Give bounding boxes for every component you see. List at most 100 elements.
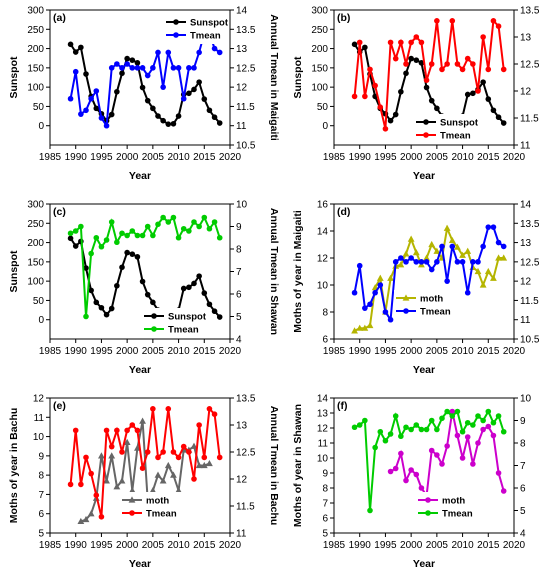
plot-frame: [333, 9, 515, 146]
data-point: [387, 431, 394, 437]
legend: Sunspot Tmean: [164, 14, 229, 44]
data-point: [454, 61, 461, 67]
data-point: [67, 230, 74, 237]
x-tick-label: 2010: [451, 152, 474, 163]
left-tick-label: 0: [322, 121, 328, 132]
data-point: [154, 471, 162, 478]
left-tick-label: 16: [317, 200, 329, 211]
data-point: [191, 65, 197, 71]
data-point: [490, 274, 497, 281]
data-point: [78, 481, 84, 488]
data-point: [149, 486, 157, 494]
right-tick-label: 12.5: [236, 63, 256, 74]
data-point: [479, 281, 487, 288]
data-point: [444, 278, 450, 284]
data-point: [428, 61, 435, 67]
data-point: [144, 291, 151, 298]
x-tick-label: 2010: [167, 540, 190, 551]
x-tick-label: 1995: [90, 346, 113, 357]
data-point: [434, 452, 440, 458]
x-tick-label: 2020: [219, 152, 242, 163]
left-tick-label: 0: [38, 315, 44, 326]
data-point: [87, 510, 95, 517]
y-axis-label-right: Annual Tmean in Bachu: [268, 406, 280, 526]
left-tick-label: 8: [322, 484, 328, 495]
data-point: [206, 406, 213, 412]
data-point: [434, 259, 440, 265]
data-point: [362, 93, 368, 100]
data-point: [195, 461, 203, 469]
data-point: [376, 274, 384, 281]
data-point: [160, 214, 166, 221]
data-point: [454, 259, 461, 265]
data-point: [485, 224, 492, 230]
left-tick-label: 6: [322, 335, 328, 346]
data-point: [124, 55, 130, 62]
data-point: [392, 413, 399, 419]
data-point: [434, 426, 440, 433]
data-point: [129, 228, 136, 234]
legend-marker: [173, 32, 179, 38]
data-point: [356, 39, 363, 46]
y-axis-label-left: Moths of year in Shawan: [292, 404, 304, 527]
y-axis-label-left: Moths of year in Maigaiti: [292, 210, 304, 333]
data-point: [150, 299, 156, 306]
data-point: [392, 55, 399, 62]
data-point: [78, 44, 84, 51]
left-tick-label: 13: [317, 409, 329, 420]
data-point: [356, 324, 364, 331]
data-point: [495, 239, 502, 246]
data-point: [67, 41, 74, 48]
data-point: [216, 454, 223, 461]
data-point: [408, 467, 414, 473]
x-tick-label: 2015: [477, 152, 500, 163]
panel-label: (e): [53, 400, 66, 412]
right-tick-label: 14: [236, 6, 248, 17]
data-point: [366, 321, 374, 329]
data-point: [428, 97, 435, 104]
series-line-tmean: [69, 32, 221, 129]
data-point: [392, 259, 399, 265]
data-point: [485, 408, 492, 415]
data-point: [459, 259, 466, 265]
left-tick-label: 250: [311, 25, 328, 36]
legend-label: Tmean: [190, 31, 221, 42]
data-point: [150, 105, 156, 112]
right-tick-label: 4: [236, 335, 242, 346]
x-axis-label: Year: [129, 364, 151, 376]
data-point: [362, 44, 368, 51]
series-line-tmean: [353, 18, 505, 130]
left-tick-label: 300: [27, 200, 44, 211]
plot-frame: [49, 397, 231, 534]
data-point: [408, 39, 414, 46]
data-point: [114, 88, 120, 95]
x-tick-label: 1995: [374, 540, 397, 551]
right-tick-label: 10.5: [236, 141, 256, 152]
data-point: [165, 49, 172, 56]
data-point: [464, 289, 471, 296]
left-tick-label: 9: [322, 469, 328, 480]
data-point: [206, 107, 213, 114]
right-tick-label: 7: [236, 267, 242, 278]
data-point: [434, 18, 440, 24]
data-point: [439, 415, 445, 422]
data-point: [490, 419, 497, 426]
legend-box: [394, 290, 458, 320]
data-point: [196, 49, 202, 56]
data-point: [119, 65, 125, 71]
x-tick-label: 2005: [426, 152, 449, 163]
data-point: [134, 232, 141, 239]
legend-marker: [423, 132, 429, 138]
data-point: [480, 79, 486, 85]
data-point: [108, 111, 115, 118]
legend-marker: [423, 119, 429, 125]
x-tick-label: 1985: [39, 346, 62, 357]
data-point: [139, 417, 146, 424]
data-point: [190, 442, 198, 449]
data-point: [67, 481, 74, 488]
data-point: [83, 107, 89, 114]
series-tmean-b: [351, 18, 507, 132]
data-point: [128, 486, 136, 494]
right-tick-label: 9: [236, 222, 242, 233]
data-point: [134, 60, 141, 66]
